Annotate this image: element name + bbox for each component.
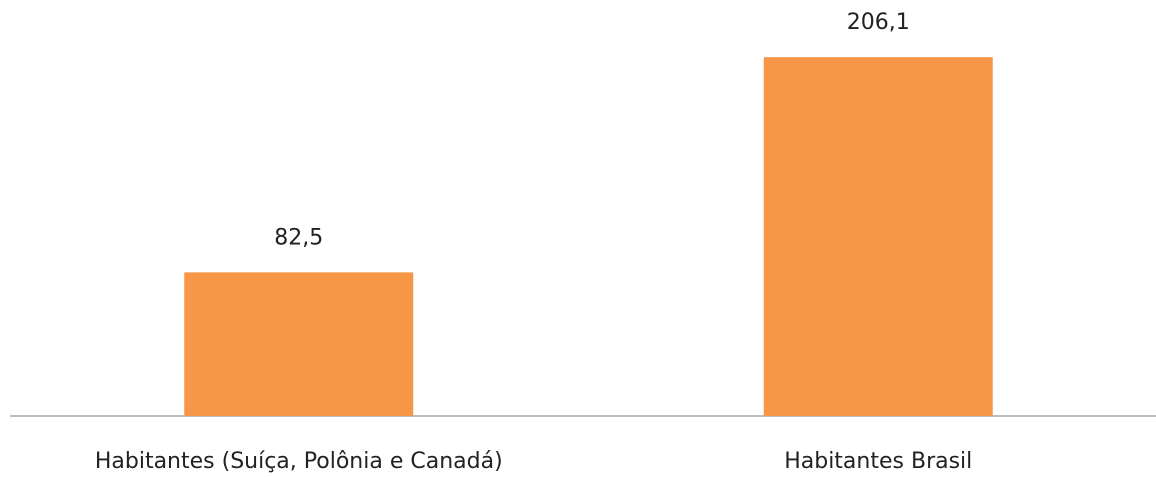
x-tick-label: Habitantes Brasil	[784, 449, 972, 474]
bar	[184, 272, 414, 416]
value-label: 82,5	[274, 225, 323, 250]
x-tick-label: Habitantes (Suíça, Polônia e Canadá)	[95, 449, 503, 474]
bar	[763, 57, 993, 416]
value-label: 206,1	[847, 10, 910, 35]
